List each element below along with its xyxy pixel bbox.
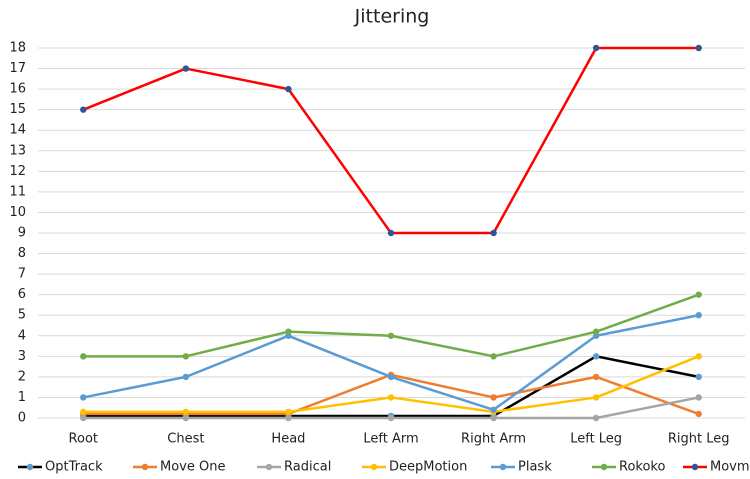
legend-item: Movmi bbox=[683, 460, 750, 475]
data-point bbox=[592, 328, 600, 335]
legend-item: Plask bbox=[491, 460, 552, 475]
data-point bbox=[80, 414, 87, 422]
x-tick-label: Right Arm bbox=[461, 432, 526, 447]
y-tick-label: 9 bbox=[18, 226, 26, 241]
y-tick-label: 17 bbox=[9, 61, 26, 76]
data-point bbox=[592, 414, 600, 422]
data-point bbox=[387, 394, 395, 401]
legend-label: Movmi bbox=[710, 460, 750, 475]
y-tick-label: 7 bbox=[18, 267, 26, 282]
data-point bbox=[490, 353, 497, 360]
data-point bbox=[387, 373, 395, 381]
y-tick-label: 3 bbox=[18, 349, 26, 364]
data-point bbox=[490, 414, 497, 422]
y-tick-label: 1 bbox=[18, 390, 26, 405]
legend-item: OptTrack bbox=[18, 460, 103, 475]
legend-marker bbox=[265, 463, 273, 471]
y-tick-label: 16 bbox=[9, 82, 26, 97]
series bbox=[80, 394, 702, 422]
chart-title: Jittering bbox=[354, 6, 430, 28]
series-line bbox=[83, 293, 700, 358]
data-point bbox=[592, 373, 600, 381]
data-point bbox=[490, 394, 497, 401]
series-line bbox=[83, 355, 700, 414]
data-point bbox=[285, 85, 292, 93]
y-tick-label: 6 bbox=[18, 287, 26, 302]
y-tick-label: 2 bbox=[18, 369, 26, 384]
data-point bbox=[592, 394, 600, 401]
data-point bbox=[182, 408, 190, 416]
legend-label: Rokoko bbox=[619, 460, 665, 475]
series bbox=[80, 291, 702, 360]
legend-label: DeepMotion bbox=[389, 460, 467, 475]
legend-item: Radical bbox=[257, 460, 331, 475]
x-tick-label: Chest bbox=[167, 432, 204, 447]
data-point bbox=[695, 373, 702, 381]
data-point bbox=[695, 394, 702, 401]
data-point bbox=[387, 332, 395, 339]
data-point bbox=[592, 44, 600, 52]
data-point bbox=[695, 291, 702, 298]
series bbox=[80, 353, 702, 416]
y-tick-label: 8 bbox=[18, 246, 26, 261]
y-tick-label: 13 bbox=[9, 143, 26, 158]
data-point bbox=[387, 414, 395, 422]
data-point bbox=[695, 44, 702, 52]
legend-marker bbox=[499, 463, 507, 471]
x-tick-label: Left Leg bbox=[570, 432, 622, 447]
legend-item: Rokoko bbox=[592, 460, 665, 475]
data-point bbox=[490, 229, 497, 237]
legend-item: Move One bbox=[133, 460, 225, 475]
data-point bbox=[490, 406, 497, 413]
legend-marker bbox=[691, 463, 699, 471]
legend-label: Move One bbox=[160, 460, 225, 475]
legend-marker bbox=[26, 463, 34, 471]
data-point bbox=[285, 414, 292, 422]
x-tick-label: Left Arm bbox=[363, 432, 418, 447]
legend-item: DeepMotion bbox=[362, 460, 467, 475]
y-tick-label: 0 bbox=[18, 411, 26, 426]
legend-label: Radical bbox=[284, 460, 331, 475]
x-tick-label: Right Leg bbox=[668, 432, 730, 447]
data-point bbox=[80, 408, 87, 416]
y-tick-label: 5 bbox=[18, 308, 26, 323]
series bbox=[80, 44, 702, 237]
data-point bbox=[80, 353, 87, 360]
y-tick-label: 11 bbox=[9, 184, 26, 199]
data-point bbox=[592, 353, 600, 360]
y-tick-label: 12 bbox=[9, 164, 26, 179]
data-point bbox=[695, 410, 702, 418]
data-point bbox=[80, 106, 87, 113]
x-tick-label: Root bbox=[69, 432, 98, 447]
data-point bbox=[182, 353, 190, 360]
y-tick-label: 18 bbox=[9, 41, 26, 56]
series-line bbox=[83, 355, 699, 418]
series bbox=[80, 353, 702, 420]
data-point bbox=[695, 312, 702, 319]
legend-label: OptTrack bbox=[45, 460, 103, 475]
legend-marker bbox=[370, 463, 378, 471]
data-point bbox=[695, 353, 702, 360]
data-point bbox=[285, 408, 292, 416]
data-point bbox=[285, 328, 292, 335]
data-point bbox=[182, 414, 190, 422]
y-tick-label: 4 bbox=[18, 328, 26, 343]
data-point bbox=[182, 65, 190, 72]
legend-marker bbox=[141, 463, 149, 471]
series-line bbox=[82, 46, 699, 235]
data-point bbox=[182, 373, 190, 381]
y-tick-label: 15 bbox=[9, 102, 26, 117]
data-point bbox=[387, 229, 395, 237]
data-point bbox=[80, 394, 87, 401]
legend-label: Plask bbox=[518, 460, 552, 475]
legend-marker bbox=[600, 463, 608, 471]
y-tick-label: 10 bbox=[9, 205, 26, 220]
y-tick-label: 14 bbox=[9, 123, 26, 138]
x-tick-label: Head bbox=[271, 432, 305, 447]
